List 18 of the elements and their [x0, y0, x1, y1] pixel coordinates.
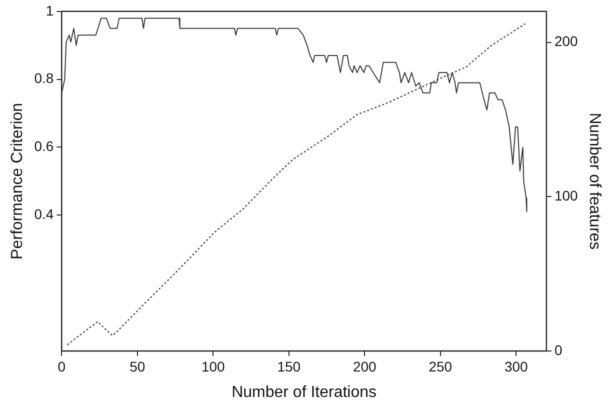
x-axis-title: Number of Iterations	[232, 384, 377, 401]
y-tick-label: 1	[46, 2, 54, 18]
line-series	[66, 23, 526, 346]
x-tick-label: 0	[58, 358, 66, 374]
y2-tick-label: 200	[554, 33, 578, 50]
y-axis-title: Performance Criterion	[9, 102, 26, 260]
y-tick-label: 0.8	[34, 70, 54, 86]
y-tick-label: 0.6	[34, 138, 54, 154]
y-tick-label: 0.4	[34, 206, 54, 222]
x-tick-label: 300	[504, 358, 528, 374]
y2-tick-label: 100	[554, 187, 578, 204]
y2-axis-title: Number of features	[586, 112, 603, 250]
y2-tick-label: 0	[554, 342, 562, 358]
x-tick-label: 100	[201, 358, 226, 374]
x-tick-label: 250	[428, 358, 452, 374]
x-tick-label: 50	[130, 358, 146, 374]
x-tick-label: 200	[352, 358, 377, 374]
x-tick-label: 150	[277, 358, 301, 374]
